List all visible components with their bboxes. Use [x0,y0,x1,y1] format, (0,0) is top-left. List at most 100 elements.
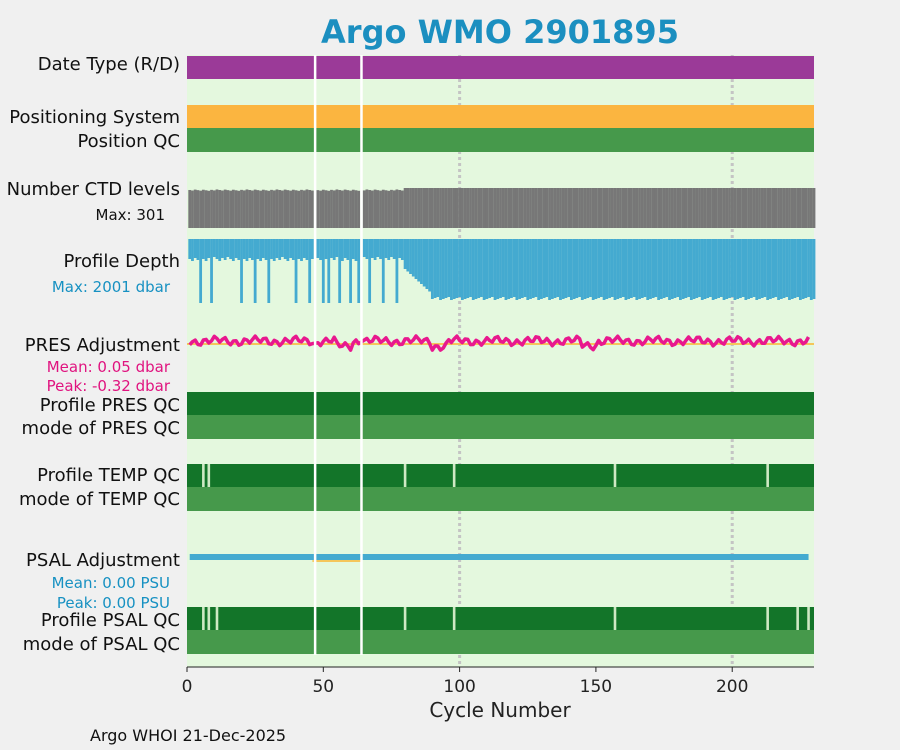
depth-bar-cycle-192 [709,239,712,297]
ctd-bar-cycle-200 [730,188,734,228]
ctd-bar-cycle-21 [242,190,246,228]
depth-bar-cycle-203 [738,239,742,298]
depth-bar-cycle-145 [580,239,584,300]
depth-bar-cycle-65 [362,239,366,257]
ctd-bar-cycle-42 [300,189,303,228]
depth-bar-cycle-128 [534,239,538,297]
ctd-bar-cycle-177 [668,188,671,228]
depth-bar-cycle-131 [542,239,546,298]
depth-bar-cycle-104 [469,239,472,297]
ctd-bar-cycle-138 [561,188,565,228]
ctd-levels-bars [188,188,816,228]
ctd-bar-cycle-208 [752,188,756,228]
ctd-bar-cycle-221 [788,188,791,228]
depth-bar-cycle-196 [719,239,723,297]
depth-bar-cycle-122 [518,239,521,299]
depth-bar-cycle-165 [635,239,639,300]
ctd-bar-cycle-31 [270,189,273,228]
ctd-bar-cycle-14 [223,189,227,228]
ctd-bar-cycle-140 [567,188,571,228]
depth-bar-cycle-223 [793,239,797,298]
depth-bar-cycle-154 [605,239,609,299]
depth-bar-cycle-49 [319,239,322,260]
ctd-bar-cycle-61 [351,189,355,228]
ctd-bar-cycle-154 [605,188,609,228]
ctd-bar-cycle-186 [692,188,696,228]
ctd-bar-cycle-228 [807,188,810,228]
depth-bar-cycle-75 [390,239,393,257]
depth-bar-cycle-121 [515,239,519,300]
band-date-type [187,56,814,79]
x-tick-label-100: 100 [443,677,475,697]
depth-bar-cycle-83 [411,239,415,277]
depth-bar-cycle-178 [670,239,674,299]
ctd-bar-cycle-73 [384,190,388,228]
qc-flag-cycle-157 [613,464,617,487]
depth-bar-cycle-69 [373,239,377,260]
ctd-bar-cycle-124 [523,188,527,228]
ctd-bar-cycle-160 [621,188,625,228]
ctd-bar-cycle-195 [717,188,720,228]
ctd-bar-cycle-41 [297,190,301,228]
ctd-bar-cycle-93 [439,188,442,228]
depth-bar-cycle-227 [804,239,808,298]
band-mode-temp-qc [187,487,814,511]
qc-flag-cycle-224 [796,607,799,630]
ctd-bar-cycle-164 [632,188,636,228]
ctd-bar-cycle-111 [488,188,491,228]
ctd-bar-cycle-77 [395,189,399,228]
ctd-bar-cycle-57 [340,190,344,228]
ctd-bar-cycle-175 [662,188,666,228]
ctd-bar-cycle-156 [610,188,614,228]
depth-bar-cycle-215 [771,239,775,298]
depth-bar-cycle-21 [242,239,246,259]
ctd-bar-cycle-127 [531,188,535,228]
ctd-bar-cycle-66 [365,189,369,228]
row-label-profile-pres-qc: Profile PRES QC [40,395,180,416]
depth-bar-cycle-207 [749,239,753,298]
ctd-bar-cycle-36 [283,189,287,228]
depth-bar-cycle-129 [537,239,541,300]
ctd-bar-cycle-144 [578,188,581,228]
ctd-bar-cycle-79 [400,190,404,228]
ctd-bar-cycle-211 [760,188,764,228]
ctd-bar-cycle-11 [215,189,219,228]
depth-bar-cycle-217 [777,239,780,300]
depth-bar-cycle-37 [286,239,290,261]
ctd-bar-cycle-115 [499,188,502,228]
depth-bar-cycle-166 [638,239,641,299]
ctd-bar-cycle-10 [212,190,216,228]
row-labels: Date Type (R/D) Positioning System Posit… [7,54,180,655]
ctd-bar-cycle-198 [725,188,729,228]
depth-bar-cycle-15 [226,239,230,257]
depth-bar-cycle-197 [722,239,726,300]
ctd-bar-cycle-130 [539,188,543,228]
ctd-bar-cycle-29 [264,190,268,228]
depth-bar-cycle-27 [259,239,263,261]
band-position-qc [187,128,814,152]
depth-bar-cycle-31 [270,239,273,259]
depth-bar-cycle-133 [548,239,551,300]
depth-bar-cycle-8 [207,239,211,258]
row-label-mode-pres-qc: mode of PRES QC [22,418,180,439]
ctd-bar-cycle-74 [387,190,391,228]
depth-bar-cycle-50 [321,239,325,303]
ctd-bar-cycle-205 [744,188,748,228]
depth-bar-cycle-16 [229,239,233,259]
depth-bar-cycle-222 [790,239,794,299]
depth-bar-cycle-7 [204,239,208,261]
ctd-bar-cycle-35 [281,190,284,228]
ctd-bar-cycle-201 [733,188,737,228]
depth-bar-cycle-168 [643,239,647,297]
ctd-bar-cycle-25 [253,189,257,228]
ctd-bar-cycle-117 [504,188,508,228]
ctd-bar-cycle-52 [327,190,331,228]
depth-bar-cycle-161 [624,239,628,300]
ctd-bar-cycle-192 [709,188,712,228]
depth-bar-cycle-33 [275,239,279,258]
depth-bar-cycle-97 [450,239,453,300]
qc-flag-cycle-6 [202,607,205,630]
depth-bar-cycle-176 [665,239,669,297]
ctd-bar-cycle-119 [510,188,513,228]
ctd-bar-cycle-81 [406,188,410,228]
